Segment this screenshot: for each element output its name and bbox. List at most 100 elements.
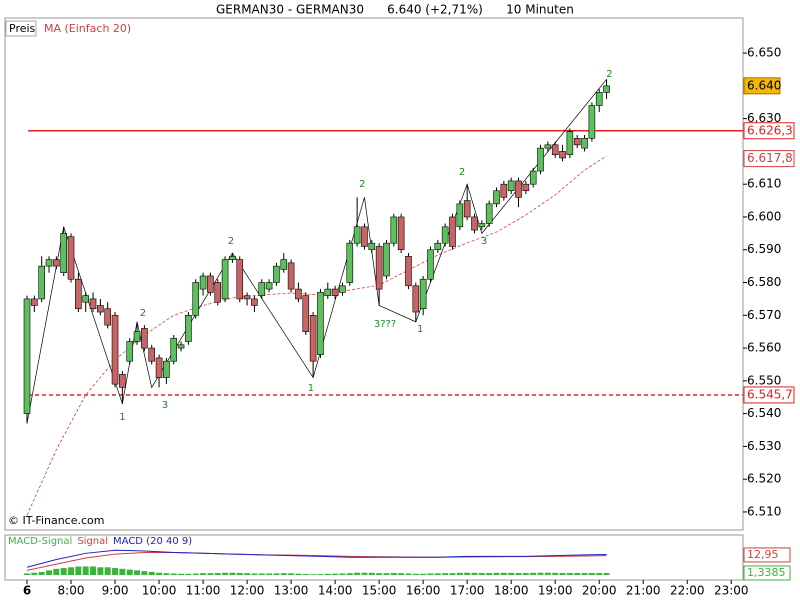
macd-histogram-bar: [90, 566, 97, 576]
candle-body: [449, 216, 456, 247]
candle-body: [493, 190, 500, 205]
x-tick-label: 8:00: [58, 584, 85, 598]
ma-label: 6.617,8: [747, 151, 793, 165]
macd-histogram-bar: [486, 573, 493, 576]
macd-histogram-bar: [390, 573, 397, 576]
candle-body: [23, 298, 31, 414]
candle-body: [287, 262, 295, 290]
candle-body: [265, 282, 273, 290]
candle-body: [324, 288, 332, 296]
macd-label: 12,95: [747, 548, 779, 561]
candle-body: [405, 255, 412, 287]
candle-body: [478, 223, 486, 228]
macd-histogram-bar: [603, 573, 610, 576]
last-price-label: 6.640: [747, 78, 781, 92]
candle-body: [170, 337, 178, 362]
candle-body: [148, 347, 156, 362]
macd-histogram-bar: [156, 572, 163, 576]
interval: 10 Minuten: [506, 3, 574, 17]
candle-body: [60, 233, 67, 273]
macd-histogram-bar: [24, 573, 31, 576]
x-tick-label: 17:00: [450, 584, 485, 598]
macd-histogram-bar: [552, 572, 559, 576]
wave-label: 2: [459, 167, 465, 178]
candle-body: [317, 292, 324, 355]
candle-body: [45, 259, 53, 267]
macd-histogram-bar: [222, 572, 229, 576]
macd-histogram-bar: [383, 573, 390, 576]
candle-body: [214, 282, 222, 303]
candle-body: [581, 137, 588, 149]
candle-body: [588, 105, 596, 139]
macd-histogram-bar: [493, 572, 500, 576]
macd-histogram-bar: [97, 567, 104, 576]
candle-body: [603, 85, 610, 93]
macd-histogram-bar: [544, 572, 551, 576]
x-tick-label: 15:00: [362, 584, 397, 598]
candle-body: [339, 285, 346, 293]
macd-histogram-bar: [170, 573, 177, 576]
y-tick-label: 6.510: [747, 504, 781, 518]
macd-histogram-bar: [434, 573, 441, 576]
candle-body: [199, 275, 207, 290]
macd-histogram-bar: [288, 573, 295, 576]
legend-box: [5, 20, 37, 37]
candle-body: [163, 360, 170, 378]
x-tick-label: 20:00: [582, 584, 617, 598]
x-tick-label: 23:00: [714, 584, 749, 598]
level-label: 6.545,7: [747, 387, 793, 401]
candle-body: [485, 203, 493, 224]
candle-body: [229, 255, 236, 260]
candle-body: [441, 226, 449, 244]
x-tick-label: 11:00: [186, 584, 221, 598]
macd-line: [26, 549, 607, 568]
candle-body: [111, 315, 119, 385]
y-tick-label: 6.540: [747, 406, 781, 420]
x-tick-label: 13:00: [274, 584, 309, 598]
macd-histogram-bar: [581, 573, 588, 576]
macd-histogram-bar: [596, 573, 603, 576]
candle-body: [375, 246, 383, 290]
candle-body: [353, 226, 361, 244]
macd-histogram-bar: [273, 573, 280, 576]
macd-histogram-bar: [522, 573, 529, 576]
macd-histogram-bar: [192, 573, 199, 576]
candle-body: [361, 226, 368, 247]
macd-histogram-bar: [368, 572, 375, 576]
x-tick-label: 14:00: [318, 584, 353, 598]
macd-histogram-bar: [456, 572, 463, 576]
macd-histogram-bar: [398, 573, 405, 576]
candle-body: [243, 295, 251, 300]
macd-legend: MACD (20 40 9): [113, 536, 192, 547]
candle-body: [390, 216, 398, 244]
x-tick-label: 21:00: [626, 584, 661, 598]
macd-histogram-bar: [68, 567, 75, 576]
legend-ma: MA (Einfach 20): [44, 22, 131, 35]
macd-histogram-bar: [310, 574, 317, 576]
wave-label: 2: [228, 236, 234, 247]
macd-histogram-bar: [515, 573, 522, 576]
wave-label: 2: [359, 179, 365, 190]
candle-body: [141, 328, 148, 349]
y-tick-label: 6.580: [747, 275, 781, 289]
y-tick-label: 6.520: [747, 472, 781, 486]
price-text: 6.640 (+2,71%): [387, 3, 483, 17]
macd-histogram-bar: [112, 568, 119, 576]
candle-body: [471, 216, 478, 231]
legend-price: Preis: [9, 22, 36, 35]
x-tick-label: 12:00: [230, 584, 265, 598]
candle-body: [119, 374, 126, 388]
macd-histogram-bar: [53, 568, 60, 576]
macd-histogram-bar: [251, 573, 258, 576]
candle-body: [522, 183, 530, 192]
macd-histogram-bar: [258, 573, 265, 576]
y-tick-label: 6.610: [747, 177, 781, 191]
macd-histogram-bar: [60, 568, 67, 576]
macd-histogram-bar: [185, 573, 192, 576]
macd-histogram-bar: [46, 570, 53, 576]
macd-label-box: [743, 547, 791, 563]
macd-legend: Signal: [77, 536, 108, 547]
candle-body: [500, 183, 508, 198]
macd-histogram-bar: [134, 570, 141, 576]
